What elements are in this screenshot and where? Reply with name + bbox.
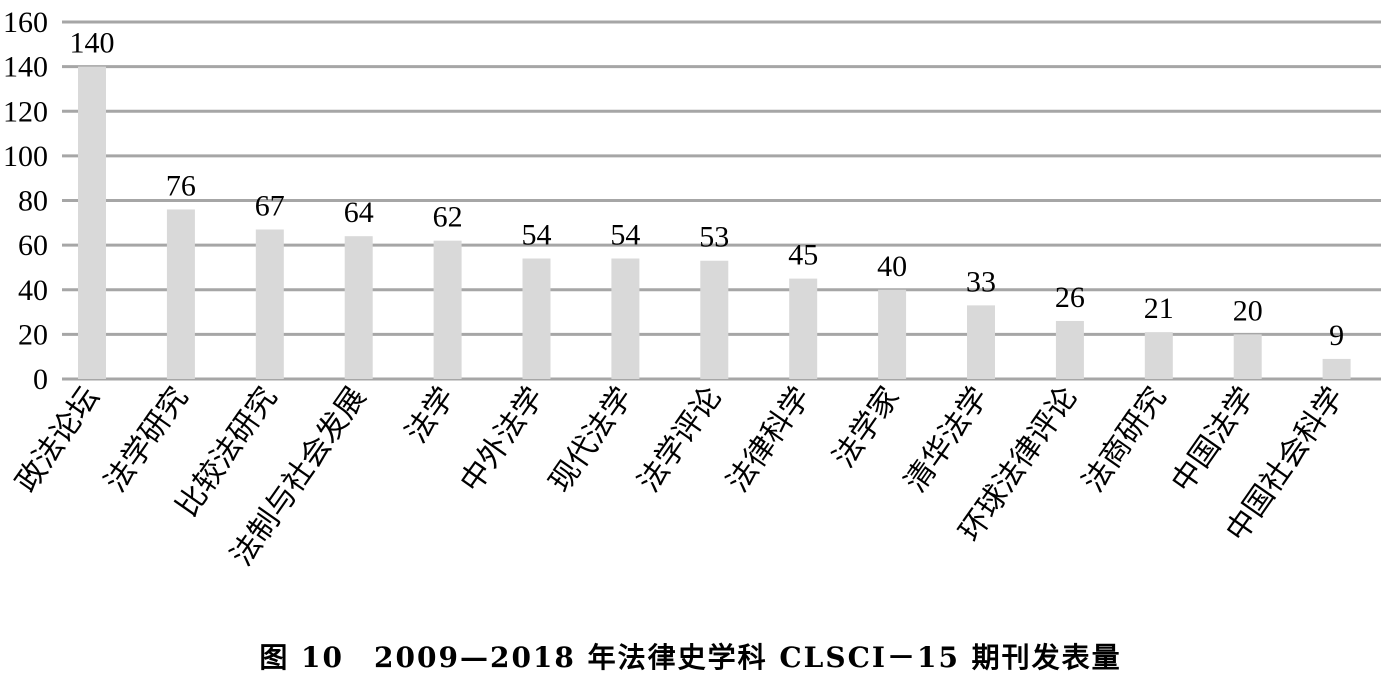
data-labels: 140 76 67 64 62 54 54 53 45 40 33 26 21 20 9 <box>70 27 1345 352</box>
bar-15 <box>1322 358 1351 379</box>
bar-5 <box>433 240 462 379</box>
category-label-11: 清华法学 <box>898 381 995 499</box>
y-tick-label-20: 20 <box>18 318 48 351</box>
bar-12 <box>1055 320 1084 379</box>
bar-11 <box>967 305 995 379</box>
bar-7 <box>611 258 640 379</box>
data-label-11: 33 <box>966 265 996 298</box>
category-label-13: 法商研究 <box>1076 381 1173 499</box>
data-label-9: 45 <box>788 239 818 272</box>
data-label-8: 53 <box>699 221 729 254</box>
data-label-12: 26 <box>1055 281 1085 314</box>
data-label-5: 62 <box>433 201 463 234</box>
y-tick-label-120: 120 <box>3 95 48 128</box>
data-label-7: 54 <box>610 219 640 252</box>
data-label-14: 20 <box>1233 294 1263 327</box>
data-label-10: 40 <box>877 250 907 283</box>
bar-8 <box>700 260 729 379</box>
category-label-10: 法学家 <box>826 381 906 475</box>
data-label-1: 140 <box>70 27 115 60</box>
y-tick-label-100: 100 <box>3 140 48 173</box>
bar-2 <box>166 209 195 379</box>
y-tick-label-0: 0 <box>33 363 48 396</box>
y-tick-label-140: 140 <box>3 51 48 84</box>
bar-13 <box>1144 332 1173 379</box>
bar-1 <box>78 66 106 379</box>
y-tick-label-160: 160 <box>3 6 48 39</box>
data-label-2: 76 <box>166 169 196 202</box>
data-label-4: 64 <box>344 196 374 229</box>
y-tick-label-60: 60 <box>18 229 48 262</box>
y-tick-label-40: 40 <box>18 274 48 307</box>
category-label-6: 中外法学 <box>454 381 551 499</box>
category-label-2: 法学研究 <box>98 381 195 499</box>
bar-3 <box>255 229 284 379</box>
data-label-3: 67 <box>255 190 285 223</box>
y-tick-label-80: 80 <box>18 185 48 218</box>
bar-9 <box>789 278 818 379</box>
category-label-14: 中国法学 <box>1165 381 1262 499</box>
y-axis-ticks: 0 20 40 60 80 100 120 140 160 <box>3 6 48 396</box>
bar-10 <box>878 289 907 379</box>
data-label-15: 9 <box>1329 319 1344 352</box>
data-label-13: 21 <box>1144 292 1174 325</box>
bar-14 <box>1233 334 1262 379</box>
bars <box>78 66 1351 379</box>
category-label-8: 法学评论 <box>631 381 728 499</box>
category-label-9: 法律科学 <box>720 381 817 499</box>
bar-chart: 0 20 40 60 80 100 120 140 160 140 76 67 64 62 54 54 53 4… <box>3 6 1381 573</box>
bar-6 <box>522 258 551 379</box>
data-label-6: 54 <box>522 219 552 252</box>
category-label-1: 政法论坛 <box>9 381 106 499</box>
chart-caption: 图 10 2009—2018 年法律史学科 CLSCI－15 期刊发表量 <box>259 641 1122 674</box>
bar-4 <box>344 236 373 379</box>
category-label-5: 法学 <box>399 381 462 450</box>
category-label-7: 现代法学 <box>542 381 639 499</box>
